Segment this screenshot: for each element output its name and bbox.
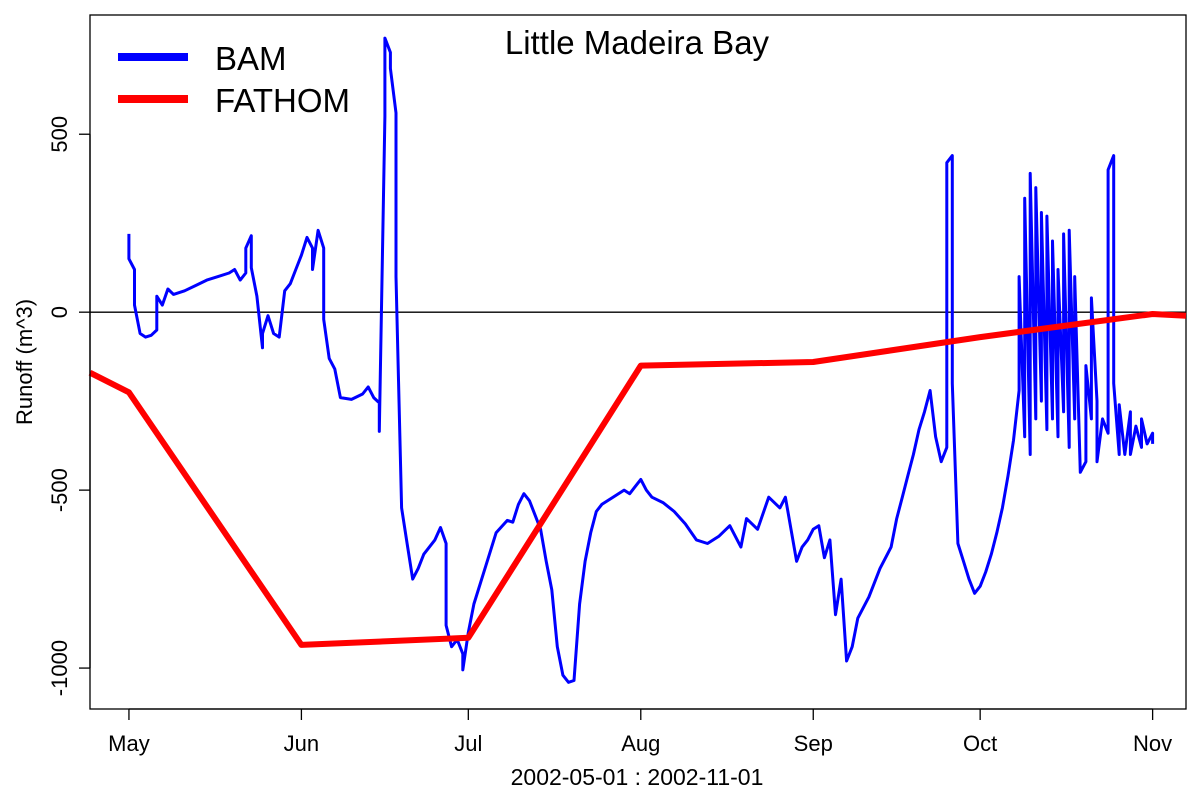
y-tick-label: -1000 <box>47 640 72 696</box>
x-tick-label: Nov <box>1133 731 1172 756</box>
series-line-bam <box>127 36 1155 684</box>
y-axis-label: Runoff (m^3) <box>12 299 37 425</box>
legend-label-fathom: FATHOM <box>215 82 350 119</box>
series-layer <box>88 36 1187 684</box>
x-tick-label: Oct <box>963 731 997 756</box>
x-tick-label: Jun <box>284 731 319 756</box>
x-axis: May Jun Jul Aug Sep Oct Nov <box>108 708 1172 756</box>
x-tick-label: Jul <box>454 731 482 756</box>
x-tick-label: Aug <box>621 731 660 756</box>
chart-title: Little Madeira Bay <box>505 24 770 61</box>
plot-area <box>88 14 1187 710</box>
legend-label-bam: BAM <box>215 40 287 77</box>
y-tick-label: 500 <box>47 116 72 153</box>
x-tick-label: Sep <box>794 731 833 756</box>
x-tick-label: May <box>108 731 150 756</box>
x-axis-label: 2002-05-01 : 2002-11-01 <box>511 764 764 790</box>
y-tick-label: -500 <box>47 468 72 512</box>
y-tick-label: 0 <box>47 306 72 318</box>
y-axis: 500 0 -500 -1000 <box>47 116 91 696</box>
legend: BAM FATHOM <box>118 40 350 119</box>
series-line-fathom <box>88 311 1187 648</box>
